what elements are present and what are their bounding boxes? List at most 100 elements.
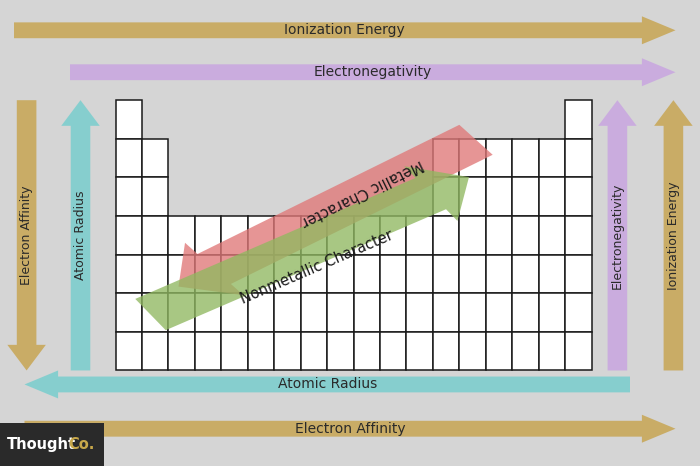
Bar — [116, 178, 142, 216]
Bar — [327, 216, 354, 254]
Bar — [248, 293, 274, 332]
Bar — [407, 254, 433, 293]
Text: Atomic Radius: Atomic Radius — [74, 191, 87, 280]
Bar — [512, 293, 538, 332]
Text: Thought: Thought — [7, 437, 76, 452]
Bar — [538, 293, 565, 332]
Bar — [354, 254, 380, 293]
Bar — [486, 139, 512, 178]
Bar — [486, 254, 512, 293]
Text: Electronegativity: Electronegativity — [314, 65, 432, 79]
Bar — [433, 293, 459, 332]
Bar — [380, 254, 407, 293]
Bar — [169, 216, 195, 254]
Bar — [433, 139, 459, 178]
Bar — [407, 216, 433, 254]
Bar — [433, 332, 459, 370]
Bar — [565, 100, 592, 139]
Bar — [538, 332, 565, 370]
Bar — [116, 254, 142, 293]
Bar — [221, 332, 248, 370]
Polygon shape — [25, 370, 630, 398]
Bar — [380, 216, 407, 254]
Bar — [0, 423, 104, 466]
Bar — [142, 254, 169, 293]
Bar — [433, 178, 459, 216]
Bar — [354, 332, 380, 370]
Bar — [565, 293, 592, 332]
Bar — [486, 332, 512, 370]
Bar — [142, 178, 169, 216]
Text: Atomic Radius: Atomic Radius — [278, 377, 377, 391]
Bar — [327, 254, 354, 293]
Bar — [538, 216, 565, 254]
Bar — [300, 332, 327, 370]
Bar — [274, 216, 300, 254]
Bar — [486, 293, 512, 332]
Bar — [565, 216, 592, 254]
Text: Electronegativity: Electronegativity — [611, 182, 624, 288]
Bar — [274, 293, 300, 332]
Bar — [380, 332, 407, 370]
Bar — [169, 293, 195, 332]
Bar — [512, 332, 538, 370]
Polygon shape — [14, 16, 676, 44]
Bar — [300, 254, 327, 293]
Bar — [512, 254, 538, 293]
Bar — [459, 293, 486, 332]
Text: Co.: Co. — [69, 437, 95, 452]
Bar — [486, 178, 512, 216]
Bar — [169, 332, 195, 370]
Bar — [142, 293, 169, 332]
Polygon shape — [135, 166, 469, 330]
Text: Electron Affinity: Electron Affinity — [20, 185, 33, 285]
Bar — [195, 332, 221, 370]
Bar — [459, 178, 486, 216]
Text: Ionization Energy: Ionization Energy — [284, 23, 405, 37]
Bar — [538, 139, 565, 178]
Bar — [512, 216, 538, 254]
Bar — [565, 254, 592, 293]
Bar — [512, 139, 538, 178]
Bar — [221, 254, 248, 293]
Polygon shape — [25, 415, 676, 443]
Bar — [354, 293, 380, 332]
Polygon shape — [7, 100, 46, 370]
Bar — [459, 139, 486, 178]
Polygon shape — [654, 100, 692, 370]
Text: Electron Affinity: Electron Affinity — [295, 422, 405, 436]
Bar — [195, 254, 221, 293]
Text: Ionization Energy: Ionization Energy — [667, 181, 680, 289]
Bar — [274, 332, 300, 370]
Bar — [195, 293, 221, 332]
Bar — [142, 216, 169, 254]
Bar — [142, 332, 169, 370]
Bar — [248, 254, 274, 293]
Bar — [327, 332, 354, 370]
Bar — [354, 216, 380, 254]
Bar — [195, 216, 221, 254]
Text: Metallic Character: Metallic Character — [299, 156, 426, 228]
Bar — [538, 178, 565, 216]
Bar — [274, 254, 300, 293]
Polygon shape — [178, 125, 493, 295]
Bar — [565, 178, 592, 216]
Bar — [459, 254, 486, 293]
Bar — [486, 216, 512, 254]
Bar — [407, 332, 433, 370]
Bar — [459, 216, 486, 254]
Bar — [221, 293, 248, 332]
Bar — [538, 254, 565, 293]
Bar — [407, 293, 433, 332]
Bar — [116, 139, 142, 178]
Bar — [433, 254, 459, 293]
Polygon shape — [598, 100, 637, 370]
Bar — [300, 293, 327, 332]
Polygon shape — [70, 58, 676, 86]
Bar — [116, 100, 142, 139]
Bar — [248, 216, 274, 254]
Bar — [565, 139, 592, 178]
Bar — [116, 293, 142, 332]
Bar — [221, 216, 248, 254]
Bar — [300, 216, 327, 254]
